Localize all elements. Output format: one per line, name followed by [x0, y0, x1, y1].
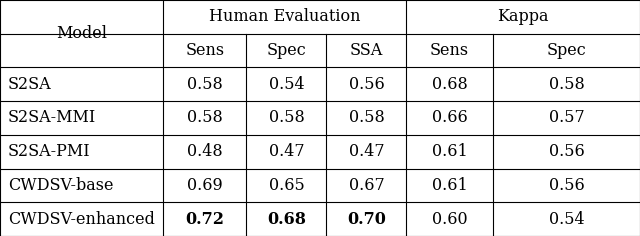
- Text: 0.67: 0.67: [349, 177, 384, 194]
- Text: S2SA-PMI: S2SA-PMI: [8, 143, 90, 160]
- Text: 0.72: 0.72: [186, 211, 224, 228]
- Text: 0.54: 0.54: [269, 76, 304, 93]
- Text: 0.56: 0.56: [349, 76, 384, 93]
- Text: Sens: Sens: [430, 42, 469, 59]
- Text: 0.58: 0.58: [187, 76, 223, 93]
- Text: 0.58: 0.58: [548, 76, 584, 93]
- Text: 0.61: 0.61: [432, 177, 467, 194]
- Text: Spec: Spec: [266, 42, 307, 59]
- Text: 0.66: 0.66: [432, 110, 467, 126]
- Text: 0.58: 0.58: [349, 110, 384, 126]
- Text: 0.58: 0.58: [269, 110, 304, 126]
- Text: 0.58: 0.58: [187, 110, 223, 126]
- Text: 0.68: 0.68: [267, 211, 306, 228]
- Text: Spec: Spec: [547, 42, 586, 59]
- Text: S2SA: S2SA: [8, 76, 51, 93]
- Text: SSA: SSA: [350, 42, 383, 59]
- Text: 0.56: 0.56: [548, 143, 584, 160]
- Text: 0.60: 0.60: [432, 211, 467, 228]
- Text: 0.47: 0.47: [269, 143, 304, 160]
- Text: Model: Model: [56, 25, 107, 42]
- Text: 0.61: 0.61: [432, 143, 467, 160]
- Text: Sens: Sens: [185, 42, 225, 59]
- Text: 0.54: 0.54: [548, 211, 584, 228]
- Text: 0.47: 0.47: [349, 143, 384, 160]
- Text: S2SA-MMI: S2SA-MMI: [8, 110, 96, 126]
- Text: Kappa: Kappa: [497, 8, 549, 25]
- Text: 0.56: 0.56: [548, 177, 584, 194]
- Text: 0.69: 0.69: [187, 177, 223, 194]
- Text: 0.65: 0.65: [269, 177, 304, 194]
- Text: 0.68: 0.68: [432, 76, 467, 93]
- Text: CWDSV-base: CWDSV-base: [8, 177, 113, 194]
- Text: 0.70: 0.70: [347, 211, 386, 228]
- Text: Human Evaluation: Human Evaluation: [209, 8, 360, 25]
- Text: 0.57: 0.57: [548, 110, 584, 126]
- Text: 0.48: 0.48: [187, 143, 223, 160]
- Text: CWDSV-enhanced: CWDSV-enhanced: [8, 211, 154, 228]
